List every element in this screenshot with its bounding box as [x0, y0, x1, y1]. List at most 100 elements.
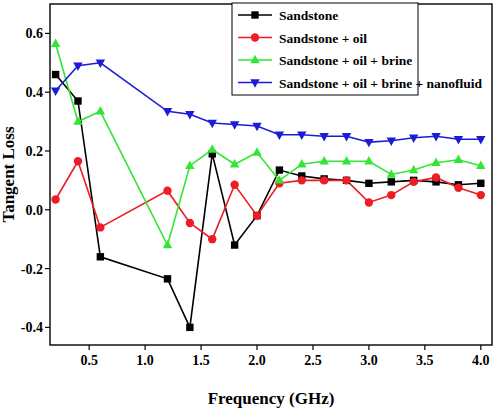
- data-point: [297, 132, 306, 140]
- x-tick-label: 0.5: [80, 353, 98, 368]
- y-tick: [45, 33, 50, 34]
- x-axis-title: Frequency (GHz): [208, 389, 335, 408]
- data-point: [186, 324, 193, 331]
- x-tick-label: 1.0: [136, 353, 154, 368]
- x-tick: [89, 345, 90, 350]
- y-axis-title: Tangent Loss: [0, 126, 18, 223]
- series-line: [56, 75, 481, 328]
- x-tick: [312, 345, 313, 350]
- y-tick-label: -0.2: [21, 262, 43, 277]
- data-point: [252, 147, 261, 155]
- data-point: [164, 275, 171, 282]
- plot-frame: [50, 4, 492, 345]
- data-point: [275, 132, 284, 140]
- data-point: [163, 240, 172, 248]
- x-tick-label: 1.5: [192, 353, 210, 368]
- data-point: [319, 133, 328, 141]
- y-tick-label: 0.2: [26, 144, 44, 159]
- data-point: [454, 136, 463, 144]
- data-point: [275, 175, 284, 183]
- data-point: [73, 63, 82, 71]
- data-point: [365, 180, 372, 187]
- legend-label: Sandstone + oil: [279, 31, 367, 46]
- data-point: [73, 116, 82, 124]
- plot-data: [51, 38, 486, 331]
- data-point: [409, 165, 418, 173]
- data-point: [185, 111, 194, 119]
- data-point: [96, 223, 104, 231]
- data-point: [432, 173, 440, 181]
- data-point: [230, 181, 238, 189]
- x-tick-label: 2.5: [304, 353, 322, 368]
- data-point: [320, 176, 328, 184]
- data-point: [298, 176, 306, 184]
- x-tick: [424, 345, 425, 350]
- data-point: [52, 71, 59, 78]
- data-point: [454, 184, 462, 192]
- x-tick-label: 3.5: [416, 353, 434, 368]
- legend-marker: [251, 33, 259, 41]
- y-tick-label: -0.4: [21, 320, 43, 335]
- data-point: [186, 219, 194, 227]
- x-tick: [200, 345, 201, 350]
- data-point: [476, 136, 485, 144]
- y-tick: [45, 209, 50, 210]
- data-point: [185, 160, 194, 168]
- legend-marker: [250, 55, 259, 63]
- data-point: [96, 60, 105, 68]
- legend-label: Sandstone: [279, 8, 338, 23]
- data-point: [388, 178, 395, 185]
- data-point: [343, 177, 350, 184]
- legend-label: Sandstone + oil + brine + nanofluid: [279, 76, 483, 91]
- chart: 0.5 1.0 1.5 2.0 2.5 3.0 3.5 4.0 -0.4 -0.2 0.0 0.2 0.…: [0, 0, 500, 417]
- y-tick: [45, 92, 50, 93]
- data-point: [342, 133, 351, 141]
- y-tick-label: 0.0: [26, 203, 44, 218]
- data-point: [409, 135, 418, 143]
- data-point: [477, 191, 485, 199]
- data-point: [387, 169, 396, 177]
- data-point: [387, 191, 395, 199]
- data-point: [365, 198, 373, 206]
- data-point: [163, 186, 171, 194]
- legend: Sandstone Sandstone + oil Sandstone + oil …: [232, 3, 483, 95]
- data-point: [208, 235, 216, 243]
- y-tick-label: 0.6: [26, 26, 44, 41]
- x-tick: [145, 345, 146, 350]
- data-point: [454, 155, 463, 163]
- data-point: [364, 139, 373, 147]
- x-tick: [368, 345, 369, 350]
- data-point: [476, 160, 485, 168]
- y-tick-label: 0.4: [26, 85, 44, 100]
- data-point: [96, 106, 105, 114]
- data-point: [409, 178, 417, 186]
- data-point: [51, 38, 60, 46]
- data-point: [431, 133, 440, 141]
- data-point: [74, 157, 82, 165]
- x-tick: [256, 345, 257, 350]
- data-point: [319, 156, 328, 164]
- data-point: [342, 156, 351, 164]
- y-tick: [45, 327, 50, 328]
- legend-marker: [251, 11, 258, 18]
- data-point: [387, 137, 396, 145]
- data-point: [342, 176, 350, 184]
- data-point: [51, 195, 59, 203]
- legend-label: Sandstone + oil + brine: [279, 53, 412, 68]
- x-tick-label: 2.0: [248, 353, 266, 368]
- data-point: [431, 158, 440, 166]
- x-tick-label: 3.0: [360, 353, 378, 368]
- data-point: [364, 156, 373, 164]
- data-point: [253, 211, 261, 219]
- data-point: [477, 180, 484, 187]
- data-point: [97, 253, 104, 260]
- y-tick: [45, 268, 50, 269]
- data-point: [231, 241, 238, 248]
- x-tick-label: 4.0: [472, 353, 490, 368]
- data-point: [208, 120, 217, 128]
- x-tick: [480, 345, 481, 350]
- data-point: [230, 121, 239, 129]
- data-point: [74, 97, 81, 104]
- data-point: [253, 212, 260, 219]
- data-point: [163, 108, 172, 116]
